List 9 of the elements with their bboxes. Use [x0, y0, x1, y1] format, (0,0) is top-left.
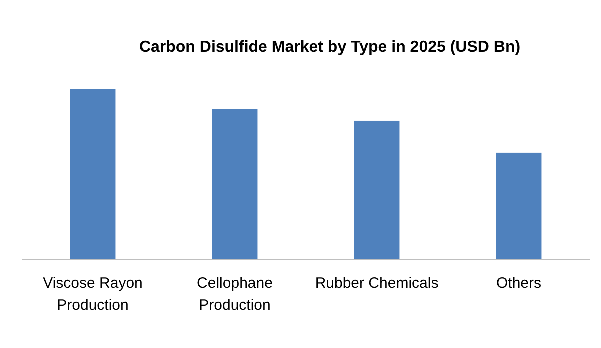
bar — [70, 89, 116, 260]
x-tick-label: Rubber Chemicals — [315, 275, 439, 292]
bar — [354, 120, 400, 260]
bar — [496, 152, 542, 260]
x-tick-label: Others — [496, 275, 542, 292]
bar — [212, 109, 258, 260]
x-tick-label: Viscose Rayon Production — [43, 275, 143, 314]
x-tick-label: Cellophane Production — [197, 275, 273, 314]
chart-title: Carbon Disulfide Market by Type in 2025 (USD Bn) — [139, 39, 521, 56]
